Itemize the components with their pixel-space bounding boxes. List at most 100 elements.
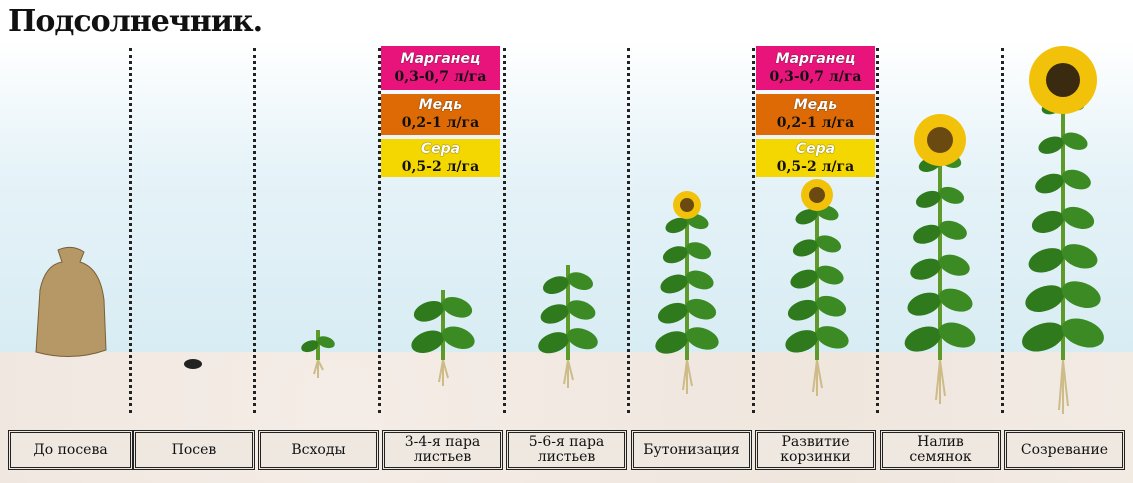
nutrient-dose: 0,2-1 л/га	[776, 115, 855, 131]
stage-label: Всходы	[258, 430, 379, 470]
leaf-icon	[815, 326, 849, 349]
nutrient-dose: 0,3-0,7 л/га	[394, 69, 487, 85]
leaf-icon	[795, 209, 818, 225]
leaf-icon	[538, 332, 569, 354]
root-icon	[438, 359, 449, 386]
leaf-icon	[301, 340, 319, 353]
leaf-icon	[790, 269, 818, 289]
leaf-icon	[317, 336, 335, 349]
nutrient-dose: 0,5-2 л/га	[401, 159, 480, 175]
leaf-icon	[1022, 322, 1065, 352]
stage-label: Посев	[133, 430, 255, 470]
leaf-icon	[1061, 281, 1101, 308]
leaf-icon	[657, 302, 688, 324]
leaf-icon	[904, 326, 942, 352]
leaf-icon	[1035, 173, 1064, 194]
seed-icon	[184, 359, 202, 369]
leaf-icon	[660, 274, 688, 294]
stage-divider	[378, 48, 381, 413]
stage-divider	[627, 48, 630, 413]
leaf-icon	[910, 258, 941, 280]
leaf-icon	[938, 288, 973, 312]
stage-label: Развитие корзинки	[755, 430, 876, 470]
stage-label: До посева	[8, 430, 133, 470]
leaf-icon	[915, 190, 941, 208]
stage-divider	[129, 48, 132, 413]
manganese-box: Марганец 0,3-0,7 л/га	[381, 46, 500, 90]
leaf-icon	[1031, 210, 1065, 233]
root-icon	[935, 359, 946, 404]
nutrient-name: Марганец	[400, 51, 481, 67]
root-icon	[1058, 359, 1069, 414]
stage-divider	[503, 48, 506, 413]
nutrient-name: Марганец	[775, 51, 856, 67]
stage-divider	[253, 48, 256, 413]
seed-bag-icon	[35, 246, 107, 358]
leaf-icon	[442, 296, 473, 318]
nutrient-name: Медь	[793, 97, 838, 113]
sulfur-box: Сера 0,5-2 л/га	[756, 139, 875, 177]
copper-box: Медь 0,2-1 л/га	[756, 94, 875, 135]
leaf-icon	[939, 186, 965, 204]
leaf-icon	[792, 239, 818, 257]
nutrient-name: Сера	[420, 141, 461, 157]
leaf-icon	[1061, 244, 1098, 269]
leaf-icon	[1028, 248, 1065, 273]
leaf-icon	[787, 299, 818, 321]
stage-label: Бутонизация	[631, 430, 752, 470]
leaf-icon	[686, 298, 717, 320]
leaf-icon	[816, 265, 844, 285]
stage-label: 5-6-я пара листьев	[506, 430, 627, 470]
leaf-icon	[785, 330, 819, 353]
root-icon	[563, 359, 574, 388]
nutrient-dose: 0,5-2 л/га	[776, 159, 855, 175]
stage-label: 3-4-я пара листьев	[382, 430, 503, 470]
leaf-icon	[816, 295, 847, 317]
leaf-icon	[411, 330, 445, 353]
leaf-icon	[662, 246, 688, 264]
nutrient-name: Сера	[795, 141, 836, 157]
nutrient-name: Медь	[418, 97, 463, 113]
leaf-icon	[413, 300, 444, 322]
sulfur-box: Сера 0,5-2 л/га	[381, 139, 500, 177]
leaf-icon	[441, 326, 475, 349]
page-title: Подсолнечник.	[8, 4, 263, 39]
sunflower-head-icon	[680, 198, 694, 212]
leaf-icon	[686, 242, 712, 260]
copper-box: Медь 0,2-1 л/га	[381, 94, 500, 135]
leaf-icon	[907, 292, 942, 316]
stage-label: Налив семянок	[880, 430, 1001, 470]
leaf-icon	[1062, 169, 1091, 190]
leaf-icon	[655, 331, 689, 354]
leaf-icon	[686, 270, 714, 290]
nutrient-dose: 0,3-0,7 л/га	[769, 69, 862, 85]
root-icon	[682, 359, 693, 394]
leaf-icon	[1038, 136, 1064, 154]
leaf-icon	[567, 300, 596, 320]
stage-divider	[876, 48, 879, 413]
stage-label: Созревание	[1004, 430, 1125, 470]
root-icon	[313, 359, 324, 378]
leaf-icon	[939, 220, 967, 240]
stage-divider	[752, 48, 755, 413]
leaf-icon	[939, 254, 970, 276]
nutrient-dose: 0,2-1 л/га	[401, 115, 480, 131]
leaf-icon	[685, 327, 719, 350]
leaf-icon	[913, 224, 941, 244]
leaf-icon	[938, 322, 976, 348]
root-icon	[812, 359, 823, 396]
leaf-icon	[567, 272, 594, 291]
leaf-icon	[540, 304, 569, 324]
leaf-icon	[1062, 132, 1088, 150]
stage-divider	[1001, 48, 1004, 413]
leaf-icon	[567, 328, 598, 350]
leaf-icon	[542, 276, 569, 295]
manganese-box: Марганец 0,3-0,7 л/га	[756, 46, 875, 90]
leaf-icon	[816, 235, 842, 253]
leaf-icon	[1061, 318, 1104, 348]
leaf-icon	[1025, 285, 1065, 312]
leaf-icon	[665, 217, 688, 234]
sunflower-head-icon	[927, 127, 953, 153]
sunflower-head-icon	[809, 187, 825, 203]
